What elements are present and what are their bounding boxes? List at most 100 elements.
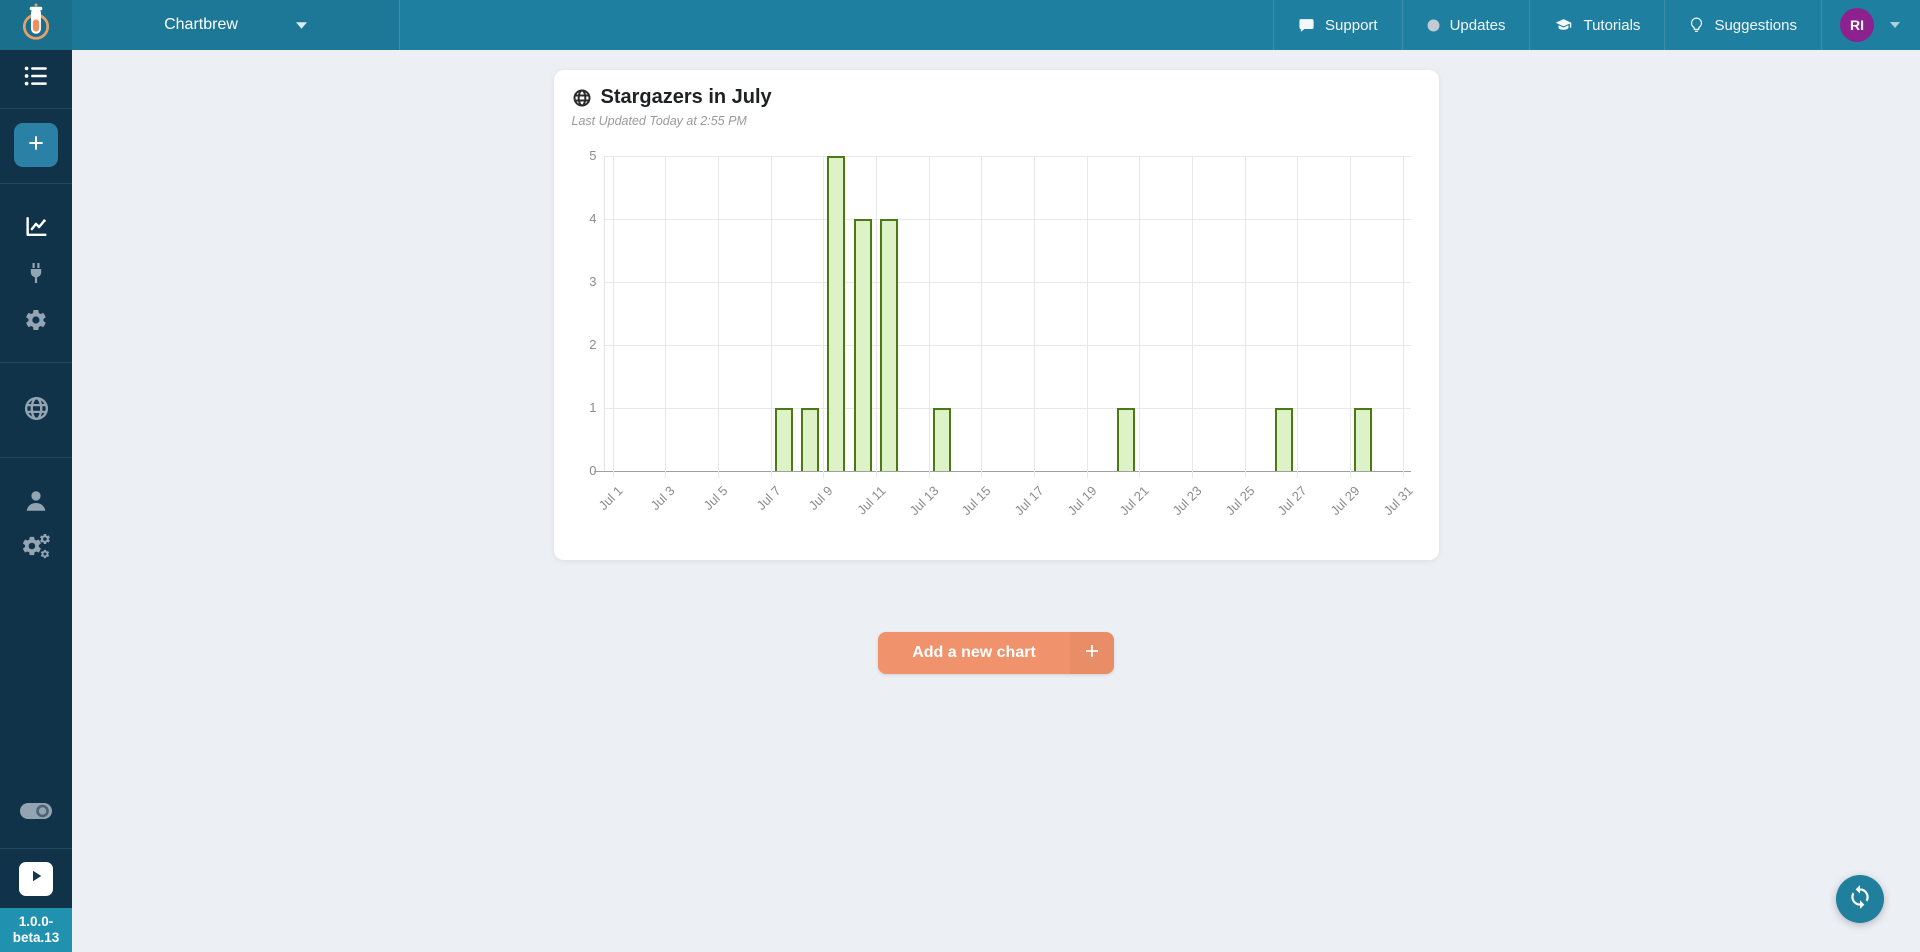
bar-jul-8[interactable] [800, 408, 819, 471]
x-gridline [612, 156, 614, 478]
bar-jul-13[interactable] [932, 408, 951, 471]
x-gridline [770, 156, 772, 478]
x-axis-tick-label: Jul 29 [1327, 483, 1363, 519]
x-axis-tick-label: Jul 21 [1116, 483, 1152, 519]
x-axis-tick-label: Jul 11 [853, 483, 889, 518]
bar-jul-20[interactable] [1116, 408, 1135, 471]
bar-jul-11[interactable] [879, 219, 898, 471]
y-axis-tick-label: 1 [589, 400, 597, 415]
nav-item-updates[interactable]: Updates [1401, 0, 1530, 50]
x-gridline [1297, 156, 1299, 478]
y-axis-tick-label: 4 [589, 211, 597, 226]
chevron-down-icon [295, 21, 307, 29]
bar-jul-7[interactable] [774, 408, 793, 471]
y-axis-tick-label: 0 [589, 463, 597, 478]
chart-canvas: 0 1 2 3 4 5 Jul 1 Jul 3 Jul 5 Jul 7 Jul 9 Jul 11 Jul… [589, 148, 1415, 518]
refresh-charts-button[interactable] [1836, 875, 1884, 923]
sidebar-item-connections[interactable] [24, 261, 48, 290]
x-gridline [717, 156, 719, 478]
x-gridline [665, 156, 667, 478]
x-gridline [1191, 156, 1193, 478]
x-axis-tick-label: Jul 15 [958, 483, 994, 519]
y-axis-tick-label: 2 [589, 337, 597, 352]
avatar[interactable]: RI [1840, 8, 1874, 42]
chart-plot: 0 1 2 3 4 5 Jul 1 Jul 3 Jul 5 Jul 7 Jul 9 Jul 11 Jul… [589, 148, 1415, 518]
lightbulb-icon [1689, 16, 1704, 34]
account-area: RI [1821, 0, 1920, 50]
globe-icon [23, 395, 50, 427]
x-gridline [928, 156, 930, 478]
walkthrough-play-button[interactable] [19, 861, 53, 896]
bar-jul-10[interactable] [853, 219, 872, 471]
x-axis-tick-label: Jul 3 [647, 483, 678, 514]
app-logo[interactable] [0, 0, 72, 50]
dashboard-menu-button[interactable] [23, 63, 49, 94]
x-axis-tick-label: Jul 9 [805, 483, 836, 514]
sidebar-item-team-members[interactable] [23, 488, 49, 519]
x-axis-tick-label: Jul 5 [700, 483, 731, 514]
public-chart-globe-icon[interactable] [572, 88, 592, 108]
sidebar-item-public-dashboard[interactable] [23, 395, 50, 427]
version-badge: 1.0.0-beta.13 [0, 907, 72, 952]
play-icon [27, 867, 45, 890]
bar-jul-26[interactable] [1274, 408, 1293, 471]
nav-item-tutorials[interactable]: Tutorials [1529, 0, 1664, 50]
navbar-links: Support Updates Tutorials Suggestions [1273, 0, 1920, 50]
x-axis-tick-label: Jul 1 [595, 483, 626, 514]
chart-title[interactable]: Stargazers in July [600, 86, 772, 108]
y-axis-tick-label: 5 [589, 148, 597, 163]
theme-toggle[interactable] [19, 801, 53, 826]
nav-item-label: Support [1325, 16, 1378, 34]
plus-icon [26, 133, 46, 158]
x-gridline [1402, 156, 1404, 478]
team-dropdown-label: Chartbrew [164, 16, 238, 33]
y-gridline [604, 219, 1411, 220]
y-gridline [604, 156, 1411, 157]
x-axis-tick-label: Jul 17 [1011, 483, 1047, 519]
chart-card: Stargazers in July Last Updated Today at… [553, 70, 1439, 560]
add-new-chart-label[interactable]: Add a new chart [878, 632, 1070, 674]
bar-jul-9[interactable] [827, 156, 846, 471]
chat-icon [1298, 17, 1315, 34]
x-gridline [1244, 156, 1246, 478]
x-gridline [1033, 156, 1035, 478]
y-gridline [604, 345, 1411, 346]
graduation-cap-icon [1554, 17, 1573, 34]
line-chart-icon [24, 214, 49, 244]
nav-item-support[interactable]: Support [1273, 0, 1402, 50]
add-new-chart-button[interactable]: Add a new chart [878, 632, 1114, 674]
gear-icon [24, 308, 48, 337]
bar-jul-29[interactable] [1353, 408, 1372, 471]
team-dropdown[interactable]: Chartbrew [72, 0, 400, 50]
x-gridline [981, 156, 983, 478]
add-chart-sidebar-button[interactable] [14, 123, 58, 167]
x-gridline [1349, 156, 1351, 478]
account-chevron-down-icon[interactable] [1890, 22, 1900, 28]
status-dot-icon [1427, 19, 1440, 32]
refresh-icon [1847, 884, 1873, 915]
x-axis-tick-label: Jul 19 [1063, 483, 1100, 519]
x-axis-tick-label: Jul 7 [753, 483, 784, 514]
x-axis-tick-label: Jul 25 [1221, 483, 1258, 519]
nav-item-label: Suggestions [1714, 16, 1797, 34]
x-axis-tick-label: Jul 13 [905, 483, 942, 519]
nav-item-label: Tutorials [1583, 16, 1641, 34]
top-navbar: Chartbrew Support Updates Tutorials [0, 0, 1920, 50]
y-gridline [604, 282, 1411, 283]
nav-item-label: Updates [1449, 16, 1506, 34]
x-gridline [1139, 156, 1141, 478]
y-gridline [604, 408, 1411, 409]
chart-last-updated: Last Updated Today at 2:55 PM [571, 114, 747, 128]
sidebar-item-team-settings[interactable] [21, 533, 51, 559]
nav-item-suggestions[interactable]: Suggestions [1664, 0, 1821, 50]
sidebar-item-charts[interactable] [24, 214, 49, 244]
cogs-icon [21, 533, 51, 559]
add-new-chart-plus-segment[interactable] [1070, 632, 1114, 674]
left-sidebar: 1.0.0-beta.13 [0, 50, 72, 952]
sidebar-item-settings[interactable] [24, 308, 48, 337]
toggle-icon [19, 801, 53, 826]
plus-icon [1084, 643, 1100, 664]
x-axis-tick-label: Jul 27 [1274, 483, 1310, 519]
menu-list-icon [23, 63, 49, 94]
x-gridline [875, 156, 877, 478]
